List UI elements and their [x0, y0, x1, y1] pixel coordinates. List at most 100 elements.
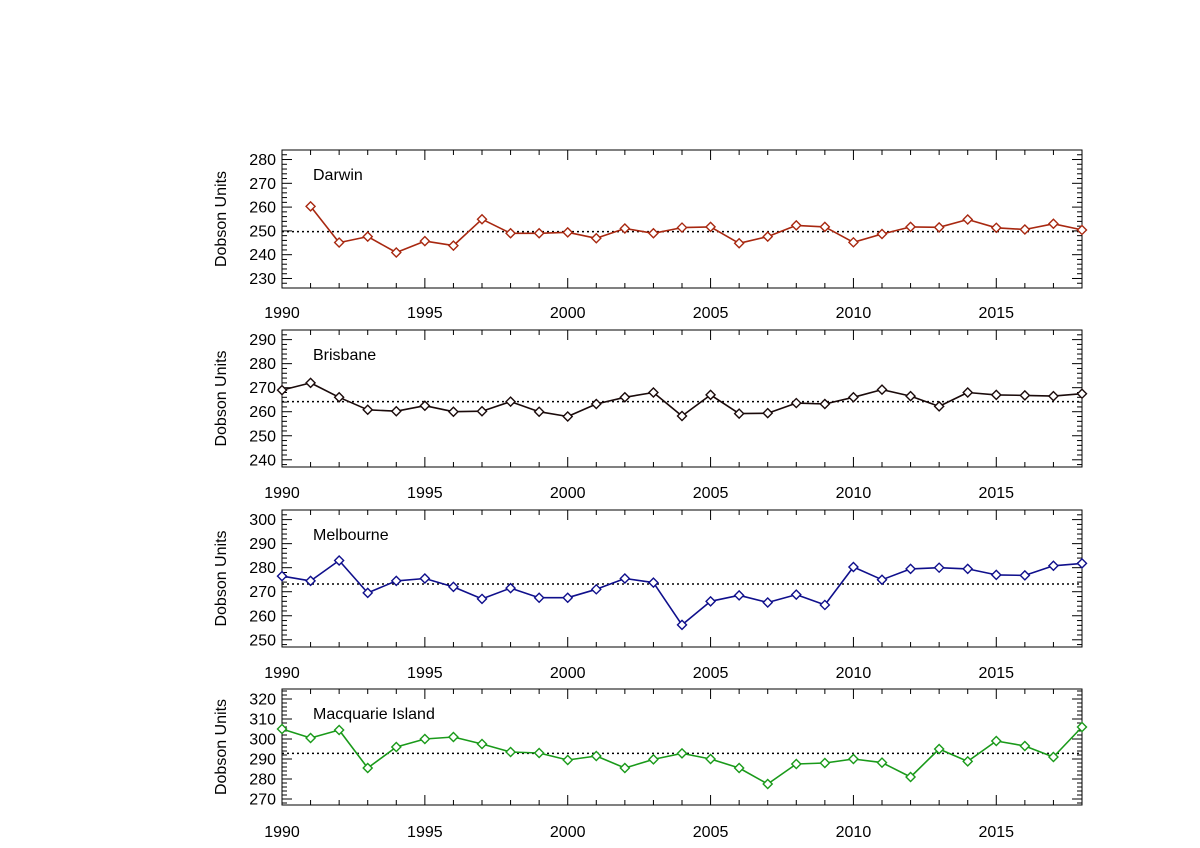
- x-tick-label: 2015: [978, 485, 1014, 502]
- data-point: [733, 762, 745, 774]
- data-point: [790, 589, 802, 601]
- series-line: [309, 205, 1083, 254]
- data-point: [505, 227, 517, 239]
- data-point: [1019, 223, 1031, 235]
- x-tick-label: 2000: [550, 305, 586, 322]
- data-point: [305, 575, 317, 587]
- y-tick-label: 270: [249, 584, 276, 601]
- data-point: [476, 738, 488, 750]
- panel-darwin: 1990 1995 2000 2005 2010 2015 230 240 250 260 270 2…: [213, 149, 1088, 322]
- y-tick-label: 290: [249, 752, 276, 769]
- data-point: [419, 733, 431, 745]
- data-point: [962, 755, 974, 767]
- data-point: [905, 221, 917, 233]
- data-point: [762, 778, 774, 790]
- station-label: Darwin: [313, 167, 363, 184]
- data-point: [933, 221, 945, 233]
- data-point: [847, 391, 859, 403]
- data-point: [933, 562, 945, 574]
- data-point: [1047, 751, 1059, 763]
- data-point: [819, 757, 831, 769]
- data-point: [419, 400, 431, 412]
- data-point: [447, 581, 459, 593]
- data-point: [847, 236, 859, 248]
- data-point: [762, 231, 774, 243]
- y-axis-label: Dobson Units: [213, 350, 230, 446]
- x-tick-label: 2005: [693, 824, 729, 841]
- y-tick-label: 290: [249, 536, 276, 553]
- data-point: [590, 583, 602, 595]
- y-tick-label: 300: [249, 512, 276, 529]
- data-point: [390, 247, 402, 259]
- data-point: [876, 757, 888, 769]
- data-point: [705, 753, 717, 765]
- data-point: [990, 735, 1002, 747]
- y-tick-label: 300: [249, 732, 276, 749]
- data-point: [390, 741, 402, 753]
- x-tick-label: 2000: [550, 824, 586, 841]
- x-tick-label: 1995: [407, 305, 443, 322]
- data-point: [733, 237, 745, 249]
- data-point: [762, 597, 774, 609]
- data-point: [562, 592, 574, 604]
- data-point: [1076, 721, 1088, 733]
- data-point: [647, 387, 659, 398]
- y-tick-label: 320: [249, 692, 276, 709]
- data-point: [933, 743, 945, 755]
- data-point: [676, 619, 688, 631]
- data-point: [905, 771, 917, 783]
- data-point: [419, 235, 431, 247]
- data-point: [676, 747, 688, 759]
- y-tick-label: 260: [249, 404, 276, 421]
- data-point: [476, 405, 488, 417]
- data-point: [505, 746, 517, 758]
- data-point: [1047, 218, 1059, 230]
- data-point: [562, 411, 574, 423]
- y-tick-label: 260: [249, 200, 276, 217]
- data-point: [362, 404, 374, 416]
- y-tick-label: 270: [249, 176, 276, 193]
- station-label: Brisbane: [313, 347, 376, 364]
- y-tick-label: 240: [249, 247, 276, 264]
- y-tick-label: 230: [249, 271, 276, 288]
- data-point: [362, 231, 374, 243]
- y-axis-label: Dobson Units: [213, 171, 230, 267]
- data-point: [876, 574, 888, 586]
- data-point: [333, 554, 345, 566]
- data-point: [333, 237, 345, 249]
- panel-brisbane: 1990 1995 2000 2005 2010 2015 240 250 260 270 280 2…: [213, 329, 1088, 502]
- x-tick-label: 2005: [693, 485, 729, 502]
- data-point: [762, 407, 774, 419]
- series-line: [281, 559, 1083, 626]
- data-point: [276, 570, 288, 582]
- x-tick-label: 2005: [693, 305, 729, 322]
- x-tick-label: 2015: [978, 305, 1014, 322]
- y-tick-label: 280: [249, 772, 276, 789]
- data-point: [305, 377, 317, 389]
- y-tick-label: 250: [249, 428, 276, 445]
- y-tick-label: 280: [249, 356, 276, 373]
- x-tick-label: 2010: [836, 305, 872, 322]
- data-point: [676, 410, 688, 422]
- data-point: [733, 589, 745, 601]
- data-point: [305, 200, 317, 212]
- data-point: [705, 595, 717, 607]
- data-point: [990, 222, 1002, 234]
- data-point: [533, 592, 545, 604]
- data-point: [1076, 388, 1088, 400]
- data-point: [1076, 224, 1088, 236]
- data-point: [276, 723, 288, 735]
- data-point: [276, 384, 288, 396]
- y-tick-label: 270: [249, 792, 276, 809]
- y-tick-label: 280: [249, 152, 276, 169]
- data-point: [962, 563, 974, 575]
- data-point: [647, 577, 659, 589]
- data-point: [1047, 390, 1059, 402]
- data-point: [476, 213, 488, 225]
- data-point: [562, 226, 574, 238]
- data-point: [447, 406, 459, 418]
- y-tick-label: 310: [249, 712, 276, 729]
- data-point: [876, 384, 888, 396]
- data-point: [619, 573, 631, 584]
- data-point: [1047, 560, 1059, 572]
